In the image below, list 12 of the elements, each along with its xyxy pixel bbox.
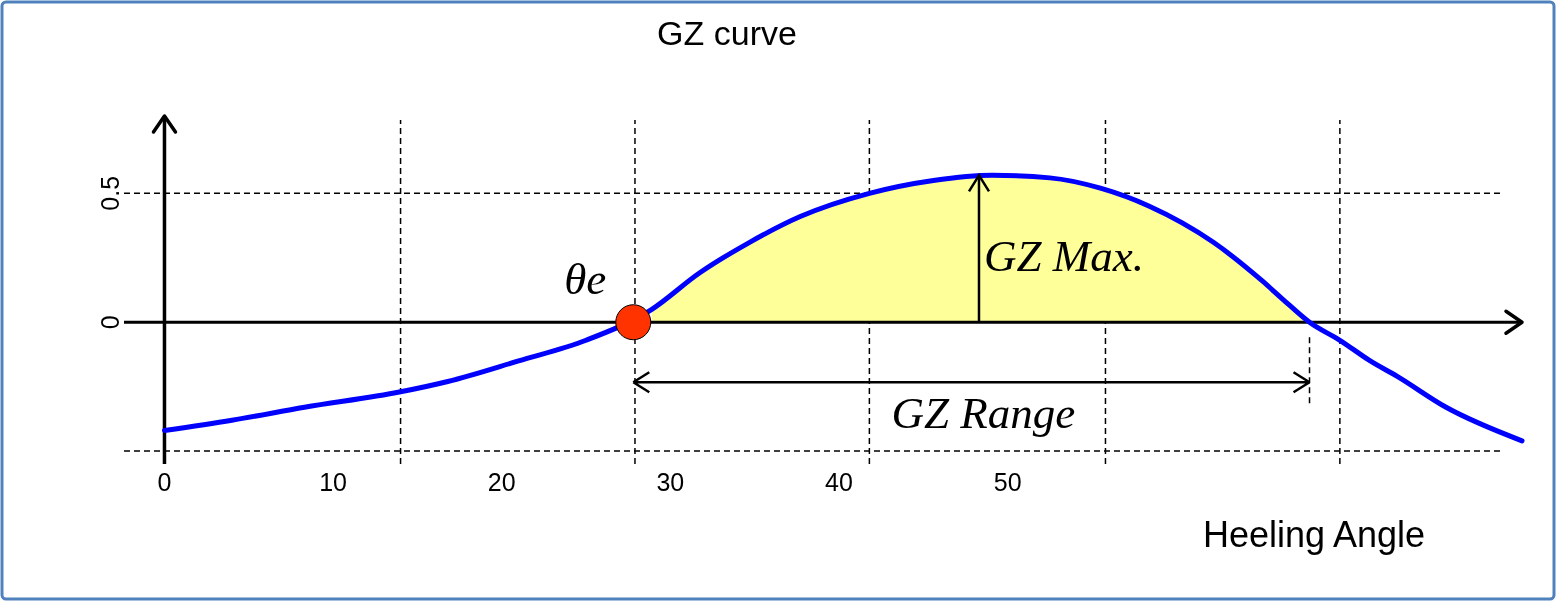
chart-title: GZ curve [657, 14, 797, 52]
x-tick-label: 0 [157, 468, 172, 496]
annotation: GZ Max. [983, 230, 1144, 281]
x-axis-title: Heeling Angle [1202, 514, 1426, 555]
x-tick-label: 20 [487, 468, 516, 496]
y-tick-label: 0.5 [96, 175, 125, 211]
x-tick-label: 40 [825, 468, 853, 496]
x-tick-label: 10 [319, 468, 348, 496]
annotation: GZ Range [891, 388, 1076, 439]
annotation: θe [564, 254, 607, 305]
x-tick-label: 30 [656, 468, 685, 496]
x-tick-label: 50 [993, 468, 1022, 496]
